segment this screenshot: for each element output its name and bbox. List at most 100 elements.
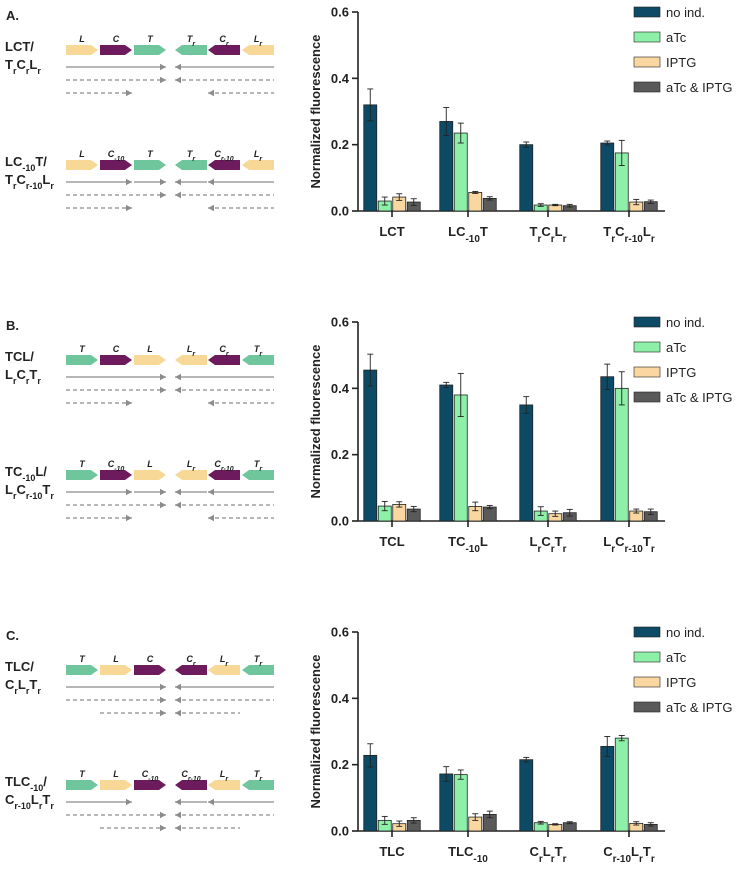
gene-label: Lr (187, 344, 197, 358)
transcript-arrowhead (160, 76, 166, 84)
bar (519, 404, 534, 522)
transcript-arrowhead (160, 191, 166, 199)
gene-label: Lr (187, 459, 197, 473)
gene-arrow (66, 470, 98, 480)
gene-label: T (147, 34, 154, 44)
transcript-arrowhead (160, 811, 166, 819)
legend-swatch (633, 316, 661, 328)
gene-arrow (134, 780, 166, 790)
gene-label: Tr (254, 654, 264, 668)
y-tick-label: 0.4 (331, 691, 350, 706)
legend-swatch (633, 31, 661, 43)
transcript-arrowhead (208, 399, 214, 407)
transcript-arrowhead (208, 178, 214, 186)
legend-label: aTc (666, 340, 687, 355)
legend-swatch (633, 366, 661, 378)
construct-name: LC-10T/ (5, 154, 47, 173)
gene-label: C-10 (108, 459, 125, 473)
legend-label: aTc & IPTG (666, 80, 732, 95)
transcript-arrowhead (160, 488, 166, 496)
transcript-arrowhead (160, 696, 166, 704)
y-tick-label: 0.0 (331, 824, 349, 839)
gene-arrow (134, 665, 166, 675)
transcript-arrowhead (160, 373, 166, 381)
gene-label: Tr (187, 149, 197, 163)
gene-arrow (242, 45, 274, 55)
transcript-arrowhead (175, 501, 181, 509)
transcript-arrowhead (175, 373, 181, 381)
transcript-arrowhead (160, 683, 166, 691)
gene-arrow (66, 665, 98, 675)
panel-label: C. (6, 628, 19, 643)
bar (614, 387, 629, 522)
category-label: LC-10T (448, 224, 488, 245)
gene-arrow (134, 160, 166, 170)
legend-label: no ind. (666, 625, 705, 640)
gene-arrow (208, 160, 240, 170)
gene-arrow (66, 355, 98, 365)
transcript-arrowhead (175, 683, 181, 691)
y-tick-label: 0.4 (331, 71, 350, 86)
transcript-arrowhead (126, 204, 132, 212)
gene-arrow (208, 665, 240, 675)
gene-arrow (134, 355, 166, 365)
category-label: CrLrTr (529, 844, 566, 865)
transcript-arrowhead (175, 696, 181, 704)
gene-label: L (79, 34, 85, 44)
transcript-arrowhead (208, 204, 214, 212)
panel-label: A. (6, 8, 19, 23)
category-label: TC-10L (448, 534, 488, 555)
gene-label: L (113, 654, 119, 664)
construct-name: LCT/ (5, 39, 34, 54)
legend-label: aTc & IPTG (666, 700, 732, 715)
bar (600, 376, 615, 522)
bar (614, 737, 629, 832)
legend-label: IPTG (666, 55, 696, 70)
gene-arrow (66, 780, 98, 790)
category-label: TrCr-10Lr (603, 224, 655, 245)
gene-arrow (175, 470, 207, 480)
transcript-arrowhead (208, 488, 214, 496)
gene-arrow (100, 160, 132, 170)
bar (468, 192, 483, 212)
y-tick-label: 0.0 (331, 514, 349, 529)
legend-swatch (633, 701, 661, 713)
gene-arrow (208, 780, 240, 790)
legend-swatch (633, 626, 661, 638)
gene-label: Tr (254, 344, 264, 358)
gene-arrow (175, 665, 207, 675)
bar (519, 759, 534, 832)
transcript-arrowhead (126, 399, 132, 407)
transcript-arrowhead (160, 63, 166, 71)
gene-arrow (208, 355, 240, 365)
gene-label: C-10 (108, 149, 125, 163)
transcript-arrowhead (126, 89, 132, 97)
gene-arrow (175, 45, 207, 55)
category-label: LrCr-10Tr (603, 534, 655, 555)
category-label: TrCrLr (529, 224, 566, 245)
transcript-arrowhead (126, 798, 132, 806)
gene-arrow (100, 355, 132, 365)
legend-swatch (633, 341, 661, 353)
gene-arrow (242, 160, 274, 170)
gene-arrow (242, 780, 274, 790)
gene-label: C (147, 654, 154, 664)
transcript-arrowhead (175, 76, 181, 84)
gene-arrow (208, 470, 240, 480)
gene-arrow (242, 355, 274, 365)
transcript-arrowhead (175, 824, 181, 832)
gene-label: Cr (219, 34, 230, 48)
legend-label: aTc & IPTG (666, 390, 732, 405)
transcript-arrowhead (175, 178, 181, 186)
gene-arrow (100, 45, 132, 55)
gene-label: C (113, 344, 120, 354)
legend-label: no ind. (666, 5, 705, 20)
legend-label: IPTG (666, 365, 696, 380)
construct-name-reverse: CrLrTr (5, 677, 41, 696)
legend-swatch (633, 56, 661, 68)
y-tick-label: 0.2 (331, 447, 349, 462)
category-label: TCL (379, 534, 404, 549)
transcript-arrowhead (208, 89, 214, 97)
transcript-arrowhead (160, 824, 166, 832)
bar (439, 773, 454, 832)
